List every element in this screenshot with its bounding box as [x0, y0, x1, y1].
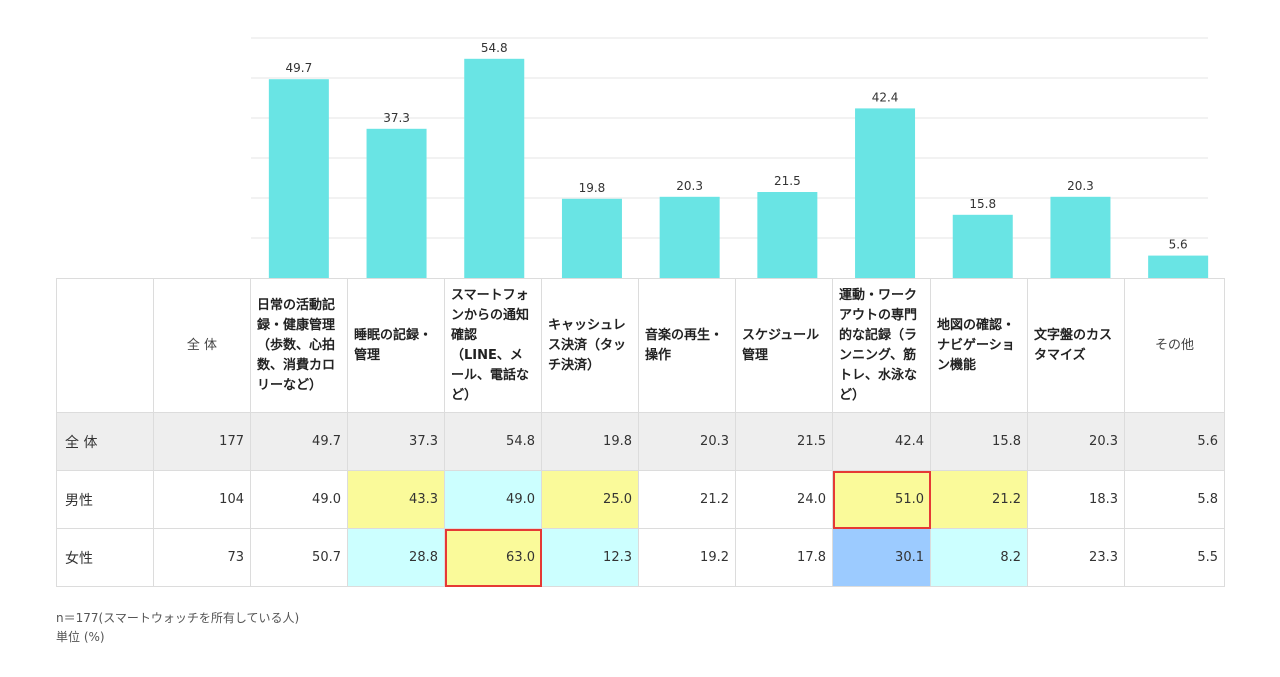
- bar: [659, 196, 720, 278]
- table-cell: 19.8: [541, 412, 639, 471]
- bar-chart: 49.7 37.3 54.8 19.8 20.3 21.5 42.4 15.8 20.3 5.6: [251, 37, 1209, 279]
- header-category: 文字盤のカスタマイズ: [1027, 278, 1125, 413]
- row-n: 73: [153, 528, 251, 587]
- bar: [268, 79, 329, 278]
- header-category: 音楽の再生・操作: [638, 278, 736, 413]
- table-cell-max: 51.0: [832, 470, 931, 529]
- bar-value-label: 21.5: [774, 174, 801, 188]
- bar-value-label: 20.3: [676, 179, 703, 193]
- table-cell: 5.8: [1124, 470, 1225, 529]
- table-cell: 21.5: [735, 412, 833, 471]
- table-cell-high: 43.3: [347, 470, 445, 529]
- row-label: 女性: [56, 528, 154, 587]
- row-label: 全 体: [56, 412, 154, 471]
- bar-value-label: 42.4: [872, 90, 899, 104]
- bar-value-label: 37.3: [383, 111, 410, 125]
- chart-value-labels: 49.7 37.3 54.8 19.8 20.3 21.5 42.4 15.8 20.3 5.6: [285, 41, 1187, 252]
- table-cell: 54.8: [444, 412, 542, 471]
- header-category: 地図の確認・ナビゲーション機能: [930, 278, 1028, 413]
- chart-notes: n＝177(スマートウォッチを所有している人) 単位 (%): [56, 609, 299, 647]
- bar: [561, 198, 622, 278]
- bar-value-label: 20.3: [1067, 179, 1094, 193]
- row-n: 104: [153, 470, 251, 529]
- header-category: 運動・ワークアウトの専門的な記録（ランニング、筋トレ、水泳など）: [832, 278, 931, 413]
- header-category: スマートフォンからの通知確認（LINE、メール、電話など）: [444, 278, 542, 413]
- table-cell: 42.4: [832, 412, 931, 471]
- table-cell-low: 12.3: [541, 528, 639, 587]
- table-row-male: 男性 104 49.0 43.3 49.0 25.0 21.2 24.0 51.…: [56, 470, 1225, 529]
- table-cell-lowest: 30.1: [832, 528, 931, 587]
- bar-value-label: 5.6: [1169, 238, 1188, 252]
- crosstab-table: 全 体 日常の活動記録・健康管理（歩数、心拍数、消費カロリーなど） 睡眠の記録・…: [56, 278, 1225, 587]
- bar: [366, 128, 427, 278]
- table-cell: 19.2: [638, 528, 736, 587]
- row-label: 男性: [56, 470, 154, 529]
- table-cell: 18.3: [1027, 470, 1125, 529]
- table-header-row: 全 体 日常の活動記録・健康管理（歩数、心拍数、消費カロリーなど） 睡眠の記録・…: [56, 278, 1225, 413]
- header-total: 全 体: [153, 278, 251, 413]
- header-category: 日常の活動記録・健康管理（歩数、心拍数、消費カロリーなど）: [250, 278, 348, 413]
- table-cell: 23.3: [1027, 528, 1125, 587]
- header-category: その他: [1124, 278, 1225, 413]
- table-cell-high: 21.2: [930, 470, 1028, 529]
- row-n: 177: [153, 412, 251, 471]
- bar-value-label: 19.8: [579, 181, 606, 195]
- bar-value-label: 54.8: [481, 41, 508, 55]
- table-cell: 49.7: [250, 412, 348, 471]
- chart-bars: [268, 58, 1209, 279]
- table-cell: 20.3: [638, 412, 736, 471]
- table-cell: 37.3: [347, 412, 445, 471]
- table-cell-low: 28.8: [347, 528, 445, 587]
- table-cell: 21.2: [638, 470, 736, 529]
- bar: [1050, 196, 1111, 278]
- table-cell-max: 63.0: [444, 528, 542, 587]
- header-category: キャッシュレス決済（タッチ決済）: [541, 278, 639, 413]
- table-cell: 49.0: [250, 470, 348, 529]
- header-category: スケジュール管理: [735, 278, 833, 413]
- table-cell: 17.8: [735, 528, 833, 587]
- bar-value-label: 15.8: [969, 197, 996, 211]
- bar: [464, 58, 525, 278]
- table-cell-low: 49.0: [444, 470, 542, 529]
- table-cell: 5.6: [1124, 412, 1225, 471]
- table-cell: 24.0: [735, 470, 833, 529]
- sample-note: n＝177(スマートウォッチを所有している人): [56, 611, 300, 625]
- header-blank: [56, 278, 154, 413]
- table-cell: 5.5: [1124, 528, 1225, 587]
- table-cell-low: 8.2: [930, 528, 1028, 587]
- bar: [757, 192, 818, 278]
- table-cell-high: 25.0: [541, 470, 639, 529]
- bar: [952, 214, 1013, 278]
- table-cell: 50.7: [250, 528, 348, 587]
- table-row-female: 女性 73 50.7 28.8 63.0 12.3 19.2 17.8 30.1…: [56, 528, 1225, 587]
- bar: [855, 108, 916, 279]
- bar-value-label: 49.7: [285, 61, 312, 75]
- header-category: 睡眠の記録・管理: [347, 278, 445, 413]
- table-cell: 20.3: [1027, 412, 1125, 471]
- table-cell: 15.8: [930, 412, 1028, 471]
- bar: [1148, 255, 1209, 278]
- table-row-total: 全 体 177 49.7 37.3 54.8 19.8 20.3 21.5 42…: [56, 412, 1225, 471]
- unit-note: 単位 (%): [56, 630, 105, 644]
